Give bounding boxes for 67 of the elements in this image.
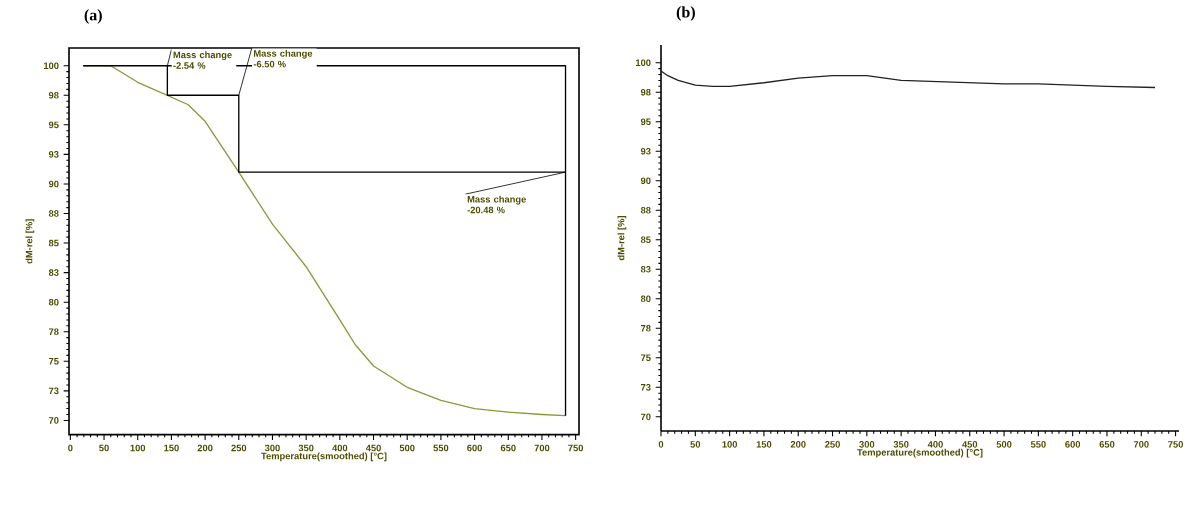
x-tick-label: 0 xyxy=(658,441,664,448)
x-tick-label: 350 xyxy=(893,441,909,448)
x-tick-label: 450 xyxy=(962,441,978,448)
y-tick-label: 90 xyxy=(48,180,59,188)
x-tick-label: 0 xyxy=(68,444,73,452)
y-tick-label: 70 xyxy=(48,417,59,424)
y-tick-label: 98 xyxy=(640,88,651,96)
y-tick-label: 98 xyxy=(48,91,59,99)
annotation: Mass change -2.54 % xyxy=(173,51,232,69)
y-tick-label: 75 xyxy=(640,354,651,362)
x-axis-title: Temperature(smoothed) [°C] xyxy=(261,452,387,462)
y-tick-label: 88 xyxy=(640,206,651,214)
x-tick-label: 250 xyxy=(231,444,247,452)
x-tick-label: 750 xyxy=(568,444,584,452)
y-tick-label: 73 xyxy=(48,387,59,395)
x-tick-label: 150 xyxy=(164,444,179,452)
x-tick-label: 500 xyxy=(996,441,1012,448)
y-tick-label: 85 xyxy=(640,236,651,244)
y-tick-label: 85 xyxy=(48,239,59,247)
x-tick-label: 350 xyxy=(298,444,314,452)
x-tick-label: 300 xyxy=(264,444,280,452)
annotation: Mass change -6.50 % xyxy=(253,49,313,68)
y-tick-label: 83 xyxy=(640,265,651,273)
x-tick-label: 650 xyxy=(500,444,516,452)
x-tick-label: 300 xyxy=(859,441,875,448)
y-tick-label: 95 xyxy=(640,118,651,126)
y-tick-label: 75 xyxy=(48,358,59,365)
x-tick-label: 650 xyxy=(1099,441,1115,448)
y-tick-label: 93 xyxy=(48,151,59,158)
y-tick-label: 100 xyxy=(43,62,59,70)
x-tick-label: 50 xyxy=(690,441,701,448)
x-tick-label: 500 xyxy=(399,444,415,452)
x-tick-label: 150 xyxy=(756,441,772,448)
x-tick-label: 100 xyxy=(130,444,146,452)
y-tick-label: 78 xyxy=(640,325,651,332)
annotation: Mass change -20.48 % xyxy=(467,195,526,214)
x-tick-label: 250 xyxy=(825,441,840,448)
x-tick-label: 700 xyxy=(534,444,550,452)
x-tick-label: 400 xyxy=(927,441,943,448)
y-tick-label: 93 xyxy=(640,147,651,155)
y-tick-label: 88 xyxy=(48,210,59,217)
y-tick-label: 80 xyxy=(640,295,651,303)
x-tick-label: 750 xyxy=(1168,441,1183,448)
x-tick-label: 700 xyxy=(1133,441,1149,448)
y-tick-label: 90 xyxy=(640,177,651,185)
y-tick-label: 70 xyxy=(640,413,651,421)
y-axis-title: dM-rel [%] xyxy=(25,219,35,264)
x-tick-label: 200 xyxy=(790,441,806,448)
x-tick-label: 550 xyxy=(433,444,449,452)
x-tick-label: 450 xyxy=(365,444,381,452)
x-tick-label: 100 xyxy=(722,441,738,448)
chart-title: (a) xyxy=(84,9,102,24)
y-tick-label: 95 xyxy=(48,121,59,129)
x-tick-label: 550 xyxy=(1030,441,1046,448)
y-tick-label: 80 xyxy=(48,298,59,306)
x-tick-label: 50 xyxy=(99,444,109,452)
y-tick-label: 78 xyxy=(48,328,59,336)
x-tick-label: 400 xyxy=(332,444,348,452)
y-tick-label: 83 xyxy=(48,269,59,276)
y-tick-label: 73 xyxy=(640,384,651,391)
y-tick-label: 100 xyxy=(635,59,651,66)
x-tick-label: 600 xyxy=(467,444,482,452)
chart-title: (b) xyxy=(676,6,695,21)
y-axis-title: dM-rel [%] xyxy=(617,215,627,261)
x-tick-label: 200 xyxy=(197,444,213,452)
x-axis-title: Temperature(smoothed) [°C] xyxy=(857,448,983,458)
x-tick-label: 600 xyxy=(1065,441,1081,448)
